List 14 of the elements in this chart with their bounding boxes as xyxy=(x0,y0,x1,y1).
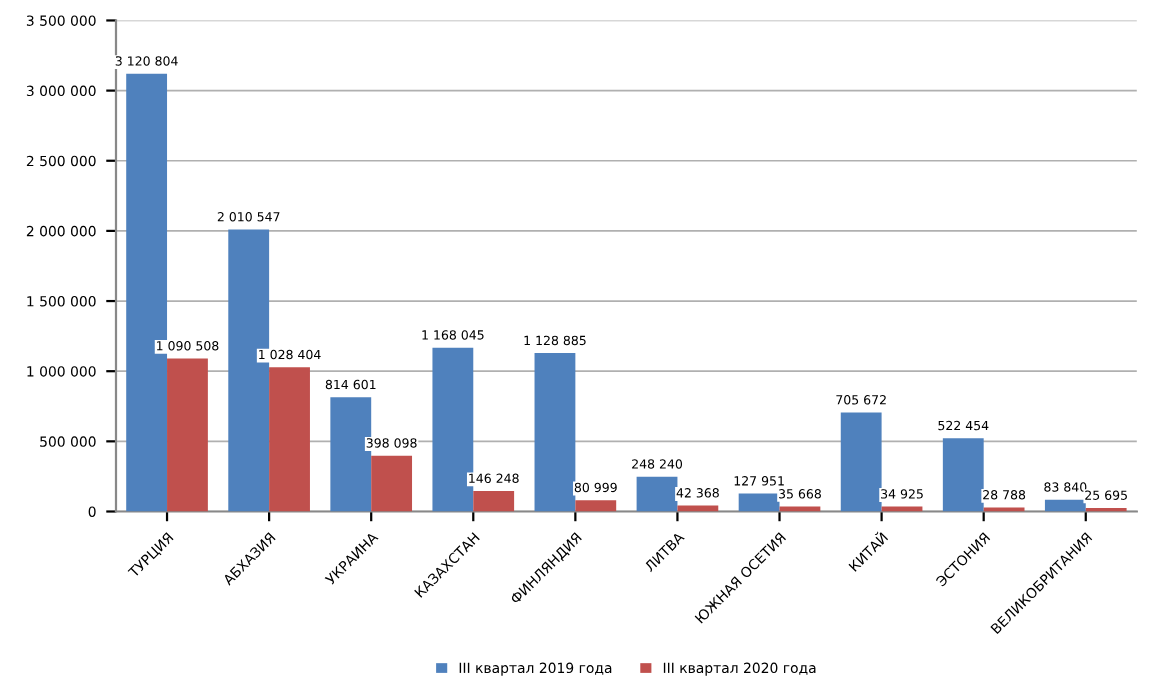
bar xyxy=(228,229,270,512)
bar xyxy=(575,500,617,512)
bar xyxy=(167,358,208,512)
bar xyxy=(473,490,515,512)
bar xyxy=(534,353,576,512)
bar xyxy=(1044,499,1086,512)
bar xyxy=(126,73,168,512)
bar xyxy=(942,438,984,512)
bar xyxy=(371,455,413,512)
bar xyxy=(636,476,678,512)
bar xyxy=(738,493,780,512)
bar xyxy=(779,506,821,512)
bar xyxy=(269,367,310,512)
bar xyxy=(840,412,882,512)
